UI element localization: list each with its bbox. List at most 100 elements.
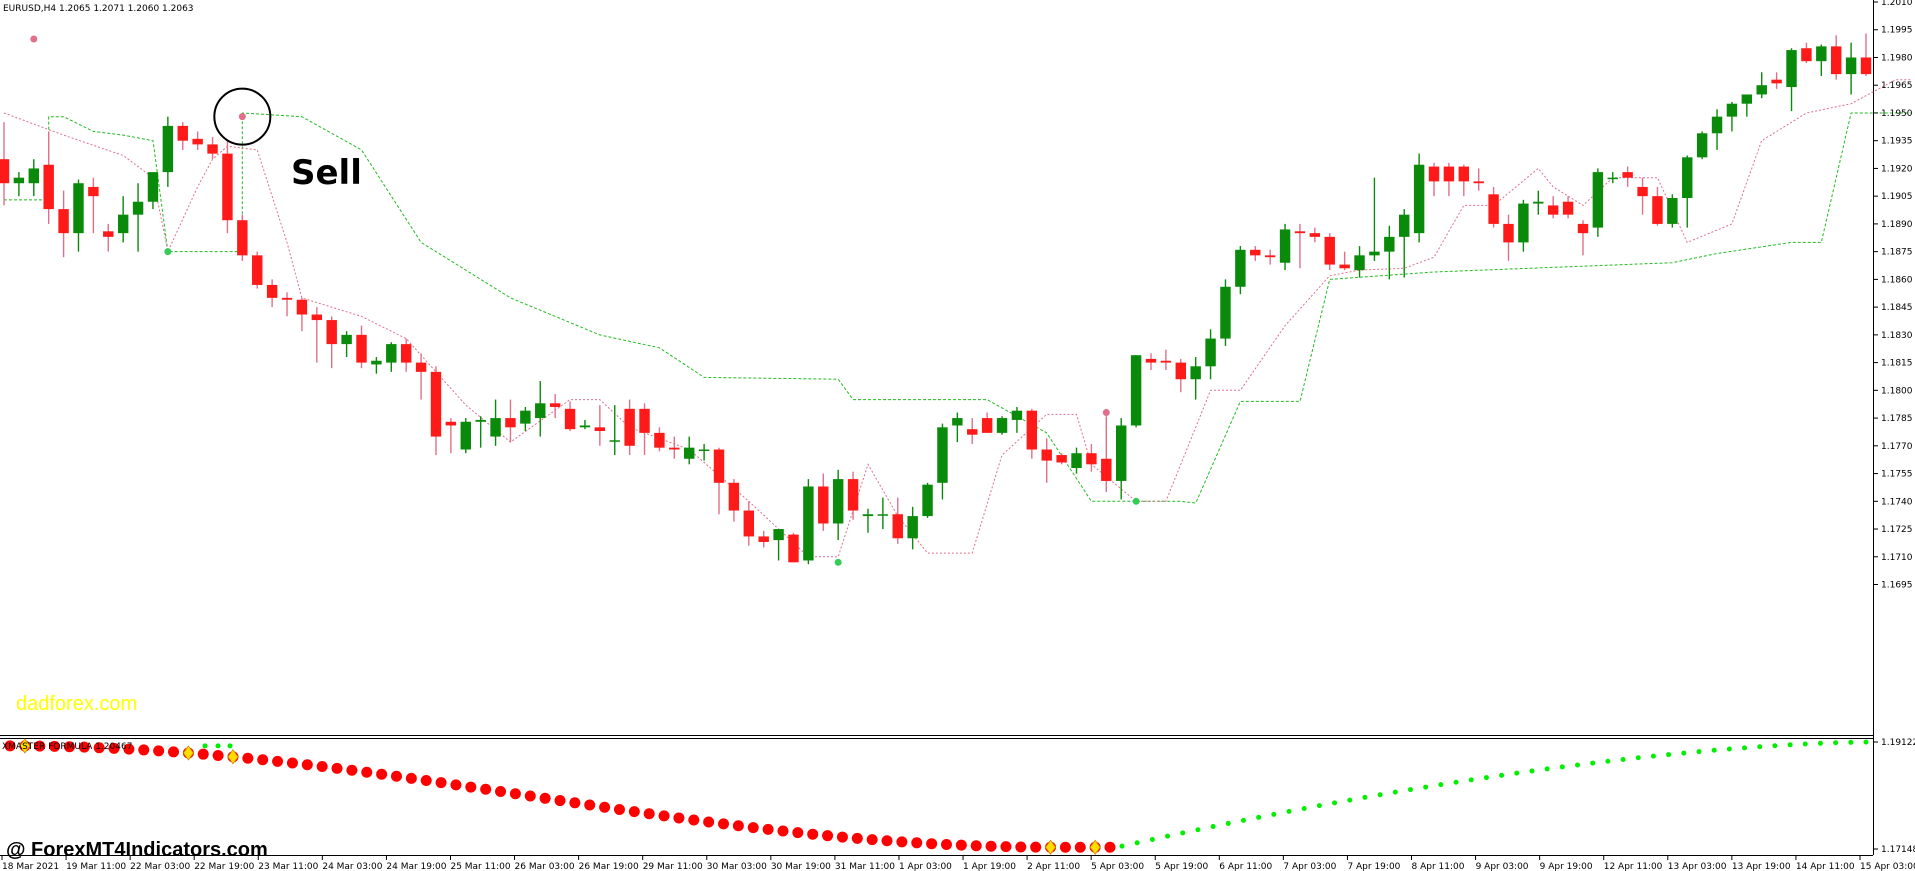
time-tick-label: 22 Mar 19:00 — [194, 862, 254, 871]
price-tick-label: 1.1815 — [1881, 359, 1913, 369]
indicator-up-dot — [1817, 740, 1823, 746]
indicator-down-dot — [985, 840, 997, 852]
indicator-up-dot — [1757, 744, 1763, 750]
price-tick-label: 1.1695 — [1881, 581, 1913, 591]
time-tick-label: 26 Mar 19:00 — [579, 862, 639, 871]
symbol-header: EURUSD,H4 1.2065 1.2071 1.2060 1.2063 — [3, 4, 194, 14]
signal-diamond — [19, 738, 31, 754]
time-tick-label: 25 Mar 11:00 — [450, 862, 510, 871]
bull-candle — [579, 425, 591, 428]
indicator-up-dot — [227, 743, 233, 749]
bull-candle — [1518, 203, 1529, 243]
bull-candle — [937, 427, 948, 483]
indicator-up-dot — [1848, 739, 1854, 745]
indicator-up-dot — [1681, 750, 1687, 756]
time-tick-label: 23 Mar 11:00 — [258, 862, 318, 871]
time-tick-label: 14 Apr 11:00 — [1796, 862, 1855, 871]
time-tick-label: 7 Apr 03:00 — [1283, 862, 1336, 871]
indicator-up-dot — [1620, 756, 1626, 762]
time-tick-label: 13 Apr 19:00 — [1732, 862, 1791, 871]
bull-candle — [803, 486, 814, 561]
bear-candle — [981, 418, 993, 433]
indicator-down-dot — [628, 806, 640, 818]
bull-candle — [1816, 46, 1827, 62]
indicator-up-dot — [1544, 766, 1550, 772]
indicator-down-dot — [703, 816, 715, 828]
indicator-up-dot — [1271, 811, 1277, 817]
bull-candle — [1011, 410, 1023, 420]
bull-candle — [1235, 249, 1246, 287]
price-tick-label: 1.1845 — [1881, 303, 1913, 313]
indicator-down-dot — [1074, 841, 1086, 853]
bear-candle — [1026, 410, 1038, 450]
indicator-down-dot — [465, 781, 477, 793]
indicator-down-dot — [747, 822, 759, 834]
indicator-up-dot — [1438, 782, 1444, 788]
bull-candle — [907, 516, 918, 539]
indicator-title: XMASTER FORMULA 1.20467 — [2, 742, 132, 752]
indicator-down-dot — [93, 742, 105, 754]
indicator-down-dot — [272, 755, 284, 767]
time-tick-label: 5 Apr 03:00 — [1091, 862, 1144, 871]
indicator-down-dot — [762, 823, 774, 835]
bear-candle — [222, 153, 233, 221]
indicator-down-dot — [257, 754, 269, 766]
bull-candle — [1696, 133, 1708, 158]
bull-candle — [1354, 255, 1365, 271]
price-tick-label: 1.1965 — [1881, 81, 1913, 91]
bull-candle — [162, 125, 174, 173]
indicator-up-dot — [1726, 746, 1732, 752]
indicator-up-dot — [1286, 808, 1292, 814]
indicator-up-dot — [1468, 777, 1474, 783]
price-tick-label: 1.2010 — [1881, 0, 1913, 8]
indicator-down-dot — [49, 740, 61, 752]
time-tick-label: 19 Mar 11:00 — [66, 862, 126, 871]
bull-candle — [117, 214, 129, 234]
bear-candle — [967, 429, 978, 435]
price-tick-label: 1.1830 — [1881, 331, 1913, 341]
indicator-up-dot — [1149, 836, 1155, 842]
bear-candle — [43, 164, 54, 210]
bear-candle — [1458, 166, 1470, 182]
pivot-low-dot — [1132, 497, 1140, 505]
indicator-down-dot — [168, 746, 180, 758]
time-tick-label: 31 Mar 11:00 — [835, 862, 895, 871]
indicator-down-dot — [390, 770, 402, 782]
pivot-low-dot — [834, 558, 842, 566]
bear-candle — [1562, 201, 1574, 215]
candles — [0, 33, 1872, 565]
indicator-up-dot — [1256, 814, 1262, 820]
bull-candle — [922, 484, 933, 517]
indicator-up-dot — [1529, 768, 1535, 774]
indicator-down-dot — [1059, 841, 1071, 853]
watermark-dadforex: dadforex.com — [16, 693, 137, 715]
indicator-down-dot — [1000, 841, 1012, 853]
lower-stop-band — [4, 112, 1911, 504]
time-tick-label: 22 Mar 03:00 — [130, 862, 190, 871]
indicator-down-dot — [1030, 841, 1042, 853]
bull-candle — [773, 529, 784, 541]
indicator-down-dot — [138, 744, 150, 756]
price-tick-label: 1.1725 — [1881, 525, 1913, 535]
indicator-down-dot — [911, 837, 923, 849]
bear-candle — [1637, 186, 1648, 197]
time-tick-label: 29 Mar 11:00 — [643, 862, 703, 871]
price-tick-label: 1.1785 — [1881, 414, 1913, 424]
bull-candle — [1399, 214, 1410, 237]
indicator-down-dot — [970, 840, 982, 852]
signal-diamond — [182, 745, 194, 761]
bull-candle — [1607, 177, 1618, 180]
indicator-down-dot — [1104, 841, 1116, 853]
indicator-up-dot — [1119, 843, 1125, 849]
bear-candle — [654, 432, 665, 448]
bear-candle — [237, 220, 248, 256]
indicator-down-dot — [940, 838, 952, 850]
indicator-up-dot — [1362, 794, 1368, 800]
indicator-down-dot — [509, 788, 521, 800]
indicator-tick-label: 1.17148 — [1881, 845, 1915, 855]
bear-candle — [400, 344, 412, 363]
indicator-up-dot — [1165, 833, 1171, 839]
bear-candle — [356, 334, 367, 363]
price-tick-label: 1.1995 — [1881, 26, 1913, 36]
price-tick-label: 1.1920 — [1881, 164, 1913, 174]
